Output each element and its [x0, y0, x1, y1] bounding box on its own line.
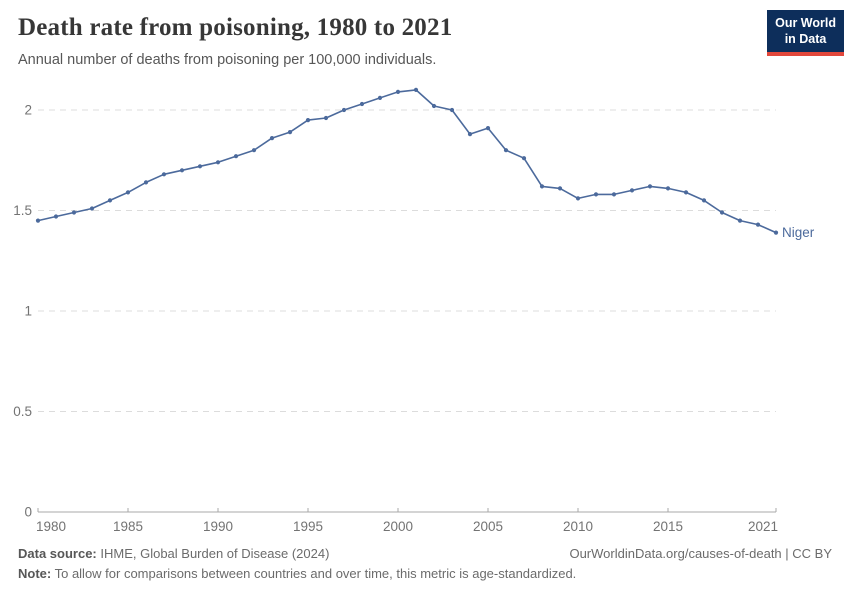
- data-point: [359, 101, 365, 107]
- data-point: [467, 132, 473, 137]
- data-point: [377, 95, 383, 100]
- data-source-value: IHME, Global Burden of Disease (2024): [96, 546, 330, 561]
- x-tick-label: 2015: [653, 519, 683, 534]
- owid-logo: Our World in Data: [767, 10, 844, 56]
- x-tick-label: 2005: [473, 519, 503, 534]
- chart-subtitle: Annual number of deaths from poisoning p…: [18, 52, 437, 68]
- x-tick-label: 1985: [113, 519, 143, 534]
- data-point: [287, 130, 293, 135]
- note-text: Note: To allow for comparisons between c…: [18, 566, 576, 581]
- series-label-niger: Niger: [782, 225, 815, 240]
- data-point: [305, 118, 311, 123]
- data-point: [413, 87, 419, 92]
- data-point: [755, 222, 761, 227]
- x-tick-label: 1990: [203, 519, 233, 534]
- data-point: [539, 184, 545, 189]
- data-point: [89, 206, 95, 211]
- data-point: [35, 218, 41, 223]
- chart-footer: Data source: IHME, Global Burden of Dise…: [18, 546, 832, 581]
- data-point: [269, 136, 275, 141]
- x-tick-label: 1980: [36, 519, 66, 534]
- data-point: [215, 160, 221, 165]
- x-tick-label: 2021: [748, 519, 778, 534]
- note-label: Note:: [18, 566, 52, 581]
- data-point: [593, 192, 599, 197]
- data-point: [665, 186, 671, 191]
- data-point: [233, 154, 239, 159]
- data-point: [107, 198, 113, 203]
- data-source-text: Data source: IHME, Global Burden of Dise…: [18, 546, 329, 561]
- data-point: [701, 198, 707, 203]
- data-point: [485, 126, 491, 131]
- owid-logo-line2: in Data: [784, 32, 827, 47]
- data-point: [611, 192, 617, 197]
- data-point: [557, 186, 563, 191]
- y-tick-label: 0: [24, 505, 32, 520]
- data-point: [161, 172, 167, 177]
- owid-logo-line1: Our World: [775, 16, 836, 30]
- data-point: [449, 107, 455, 113]
- data-point: [503, 148, 509, 153]
- y-tick-label: 0.5: [13, 404, 32, 419]
- data-point: [395, 89, 401, 94]
- data-point: [431, 103, 437, 109]
- data-point: [251, 148, 257, 153]
- data-point: [71, 210, 77, 215]
- note-value: To allow for comparisons between countri…: [51, 566, 577, 581]
- data-point: [629, 188, 635, 193]
- x-tick-label: 2010: [563, 519, 593, 534]
- chart-title: Death rate from poisoning, 1980 to 2021: [18, 14, 453, 41]
- data-point: [521, 156, 527, 161]
- y-tick-label: 1: [24, 304, 32, 319]
- data-point: [125, 190, 131, 195]
- y-tick-label: 1.5: [13, 203, 32, 218]
- data-source-label: Data source:: [18, 546, 97, 561]
- data-line-niger: [37, 89, 777, 234]
- data-point: [323, 115, 329, 121]
- data-point: [737, 218, 743, 223]
- x-tick-label: 2000: [383, 519, 413, 534]
- data-point: [575, 196, 581, 201]
- data-point: [53, 214, 59, 219]
- data-point: [143, 180, 149, 185]
- data-point: [197, 164, 203, 169]
- x-tick-label: 1995: [293, 519, 323, 534]
- data-point: [683, 190, 689, 195]
- data-point: [341, 107, 347, 113]
- data-point: [179, 168, 185, 173]
- data-point: [773, 230, 779, 235]
- data-point: [719, 210, 725, 215]
- owid-citation-link[interactable]: OurWorldinData.org/causes-of-death | CC …: [569, 546, 832, 561]
- y-tick-label: 2: [24, 103, 32, 118]
- data-point: [647, 184, 653, 189]
